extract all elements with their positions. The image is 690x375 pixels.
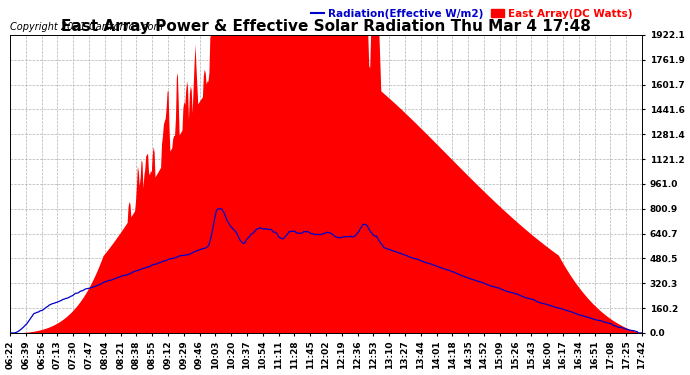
Title: East Array Power & Effective Solar Radiation Thu Mar 4 17:48: East Array Power & Effective Solar Radia… <box>61 19 591 34</box>
Legend: Radiation(Effective W/m2), East Array(DC Watts): Radiation(Effective W/m2), East Array(DC… <box>307 4 637 23</box>
Text: Copyright 2021 Cartronics.com: Copyright 2021 Cartronics.com <box>10 22 163 32</box>
